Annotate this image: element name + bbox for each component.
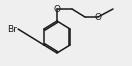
Text: O: O xyxy=(53,4,60,14)
Text: Br: Br xyxy=(7,24,17,34)
Text: O: O xyxy=(95,12,102,22)
